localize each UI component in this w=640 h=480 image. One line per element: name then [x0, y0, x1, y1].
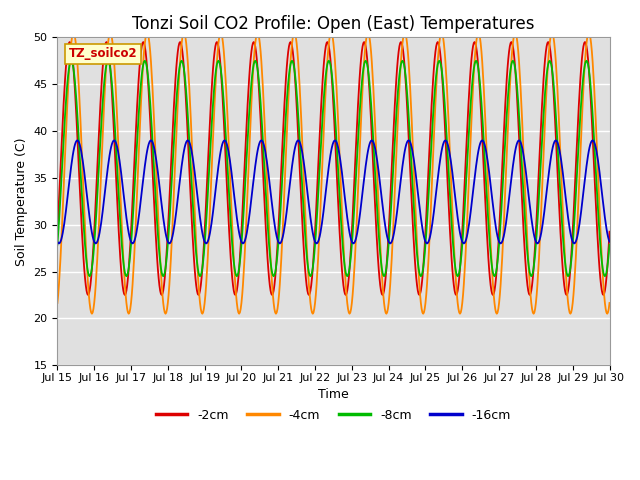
-4cm: [176, 59, 184, 65]
-4cm: [557, 152, 564, 158]
-8cm: [557, 193, 564, 199]
-8cm: [67, 58, 75, 64]
-2cm: [557, 229, 564, 235]
Line: -8cm: -8cm: [58, 61, 609, 276]
-4cm: [326, 31, 334, 37]
-2cm: [380, 288, 388, 293]
-16cm: [74, 137, 81, 143]
-16cm: [55, 240, 63, 246]
-8cm: [326, 61, 334, 67]
-4cm: [200, 306, 208, 312]
Line: -2cm: -2cm: [58, 42, 609, 295]
-16cm: [435, 169, 442, 175]
-2cm: [435, 40, 442, 46]
-8cm: [435, 59, 442, 64]
-4cm: [88, 311, 96, 316]
Legend: -2cm, -4cm, -8cm, -16cm: -2cm, -4cm, -8cm, -16cm: [151, 404, 516, 427]
-2cm: [605, 229, 613, 235]
-16cm: [380, 215, 388, 220]
Text: TZ_soilco2: TZ_soilco2: [68, 47, 137, 60]
-4cm: [54, 300, 61, 306]
-4cm: [605, 300, 613, 306]
-16cm: [54, 239, 61, 244]
Line: -4cm: -4cm: [58, 33, 609, 313]
-16cm: [176, 176, 184, 181]
-8cm: [380, 273, 388, 279]
Line: -16cm: -16cm: [58, 140, 609, 243]
X-axis label: Time: Time: [318, 388, 349, 401]
-2cm: [54, 229, 61, 235]
-2cm: [84, 292, 92, 298]
-16cm: [326, 153, 334, 158]
-2cm: [200, 242, 208, 248]
-4cm: [380, 300, 388, 306]
-16cm: [200, 237, 208, 242]
-16cm: [557, 153, 564, 158]
-2cm: [66, 39, 74, 45]
-4cm: [435, 48, 442, 54]
-2cm: [326, 56, 334, 62]
-4cm: [70, 30, 77, 36]
-16cm: [605, 239, 613, 244]
-8cm: [605, 242, 613, 248]
Y-axis label: Soil Temperature (C): Soil Temperature (C): [15, 137, 28, 265]
-8cm: [54, 242, 61, 248]
-2cm: [176, 39, 184, 45]
-8cm: [200, 251, 208, 257]
-8cm: [176, 61, 184, 67]
-8cm: [86, 273, 93, 279]
Title: Tonzi Soil CO2 Profile: Open (East) Temperatures: Tonzi Soil CO2 Profile: Open (East) Temp…: [132, 15, 534, 33]
